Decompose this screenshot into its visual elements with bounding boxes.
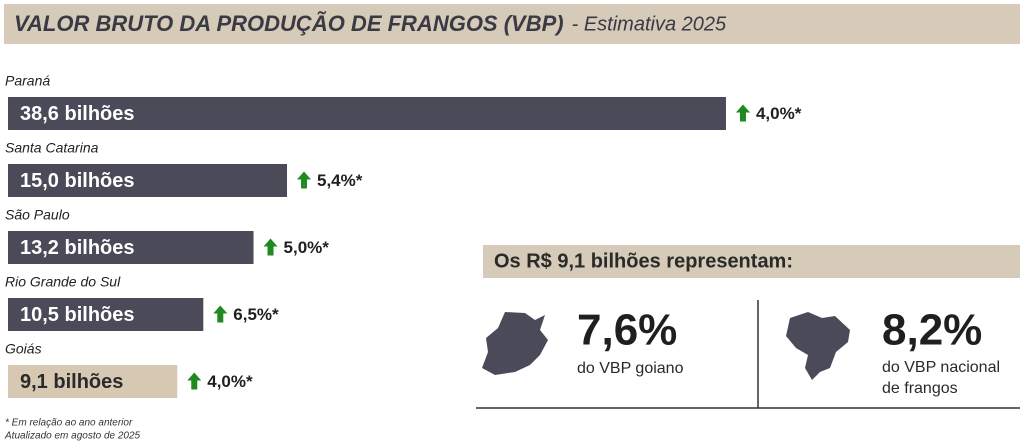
title-band <box>4 4 1020 44</box>
bar <box>8 97 726 130</box>
bar <box>8 298 204 331</box>
goias-map-icon <box>482 312 548 375</box>
right-text: do VBP nacional <box>882 359 1000 376</box>
up-arrow-icon <box>187 372 202 390</box>
change-label: 4,0%* <box>207 372 253 391</box>
category-label: Rio Grande do Sul <box>5 274 121 290</box>
value-label: 13,2 bilhões <box>20 237 135 259</box>
change-label: 4,0%* <box>756 104 802 123</box>
category-label: Paraná <box>5 73 50 89</box>
category-label: São Paulo <box>5 207 70 223</box>
category-label: Goiás <box>5 341 42 357</box>
left-value: 7,6% <box>577 306 677 355</box>
panel-header <box>483 245 1020 278</box>
up-arrow-icon <box>297 171 311 189</box>
value-label: 15,0 bilhões <box>20 170 135 192</box>
left-text: do VBP goiano <box>577 360 684 377</box>
up-arrow-icon <box>735 104 750 122</box>
footnote: * Em relação ao ano anterior <box>5 418 133 429</box>
footnote: Atualizado em agosto de 2025 <box>4 431 141 442</box>
brazil-map-icon <box>786 312 850 380</box>
bar <box>8 231 254 264</box>
up-arrow-icon <box>213 305 228 323</box>
bar <box>8 365 178 398</box>
right-text: de frangos <box>882 380 958 397</box>
category-label: Santa Catarina <box>5 140 99 156</box>
change-label: 6,5%* <box>233 305 279 324</box>
change-label: 5,0%* <box>284 238 330 257</box>
change-label: 5,4%* <box>317 171 363 190</box>
value-label: 38,6 bilhões <box>20 103 135 125</box>
bar <box>8 164 287 197</box>
up-arrow-icon <box>263 238 278 256</box>
panel-title: Os R$ 9,1 bilhões representam: <box>494 250 793 272</box>
value-label: 10,5 bilhões <box>20 304 135 326</box>
value-label: 9,1 bilhões <box>20 371 123 393</box>
chart-title: VALOR BRUTO DA PRODUÇÃO DE FRANGOS (VBP) <box>14 11 564 36</box>
chart-subtitle: - Estimativa 2025 <box>572 13 727 35</box>
right-value: 8,2% <box>882 306 982 355</box>
